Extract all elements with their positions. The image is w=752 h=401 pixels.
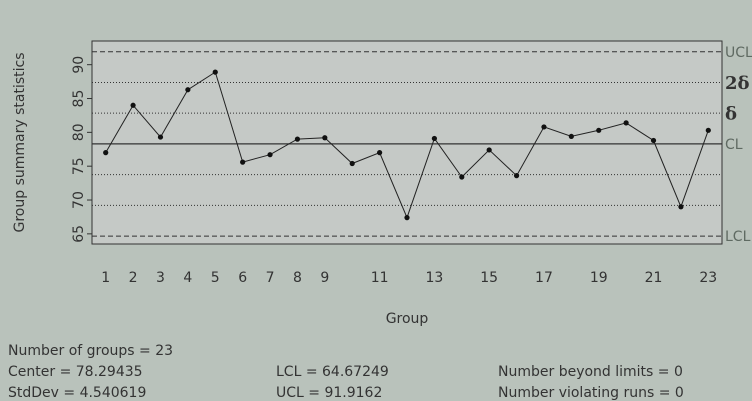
data-point: [185, 87, 191, 93]
x-tick-label: 13: [425, 270, 443, 286]
data-point: [650, 137, 657, 144]
x-tick-label: 21: [645, 270, 663, 286]
data-point: [322, 135, 328, 141]
data-point: [157, 134, 164, 140]
x-tick-label: 23: [699, 270, 717, 286]
x-tick-label: 6: [238, 270, 247, 286]
y-tick-label: 65: [71, 225, 87, 243]
stat-stddev: StdDev = 4.540619: [8, 385, 147, 401]
x-tick-label: 3: [156, 270, 165, 286]
plot-area: [91, 40, 723, 245]
data-point: [294, 136, 301, 142]
y-tick-label: 85: [71, 90, 87, 108]
x-tick-label: 19: [590, 270, 608, 286]
data-point: [431, 135, 437, 142]
y-axis-title: Group summary statistics: [12, 53, 28, 233]
data-point: [212, 69, 218, 75]
x-tick-label: 9: [320, 270, 329, 286]
x-tick-label: 17: [535, 270, 553, 286]
two-sigma-label: 2δ: [725, 73, 750, 94]
data-point: [349, 160, 355, 167]
x-tick-label: 2: [129, 270, 138, 286]
data-point: [267, 152, 273, 158]
data-point: [103, 150, 109, 156]
data-point: [486, 147, 492, 153]
data-point: [623, 120, 629, 126]
stat-violating-runs: Number violating runs = 0: [498, 385, 684, 401]
data-point: [596, 127, 602, 133]
data-point: [130, 102, 136, 108]
cl-label: CL: [725, 137, 743, 153]
data-point: [377, 150, 383, 156]
y-tick-label: 75: [71, 157, 87, 175]
stat-ucl: UCL = 91.9162: [276, 385, 383, 401]
stat-lcl: LCL = 64.67249: [276, 364, 389, 380]
x-tick-label: 4: [183, 270, 192, 286]
ucl-label: UCL: [725, 45, 752, 61]
data-point: [678, 204, 684, 210]
x-tick-label: 5: [211, 270, 220, 286]
x-tick-label: 15: [480, 270, 498, 286]
x-tick-label: 7: [266, 270, 275, 286]
y-tick-label: 80: [71, 123, 87, 141]
one-sigma-label: δ: [725, 104, 737, 125]
x-tick-label: 1: [101, 270, 110, 286]
data-point: [568, 133, 574, 140]
y-tick-label: 70: [71, 191, 87, 209]
lcl-label: LCL: [725, 229, 751, 245]
stat-number-of-groups: Number of groups = 23: [8, 343, 174, 359]
x-tick-label: 8: [293, 270, 302, 286]
stat-center: Center = 78.29435: [8, 364, 143, 380]
data-point: [705, 127, 711, 133]
data-point: [459, 174, 465, 180]
data-point: [404, 215, 410, 221]
x-tick-label: 11: [371, 270, 389, 286]
stat-beyond-limits: Number beyond limits = 0: [498, 364, 683, 380]
data-point: [513, 173, 520, 179]
data-point: [541, 124, 547, 130]
y-tick-label: 90: [71, 56, 87, 74]
x-axis-title: Group: [386, 311, 429, 327]
data-point: [240, 159, 246, 165]
